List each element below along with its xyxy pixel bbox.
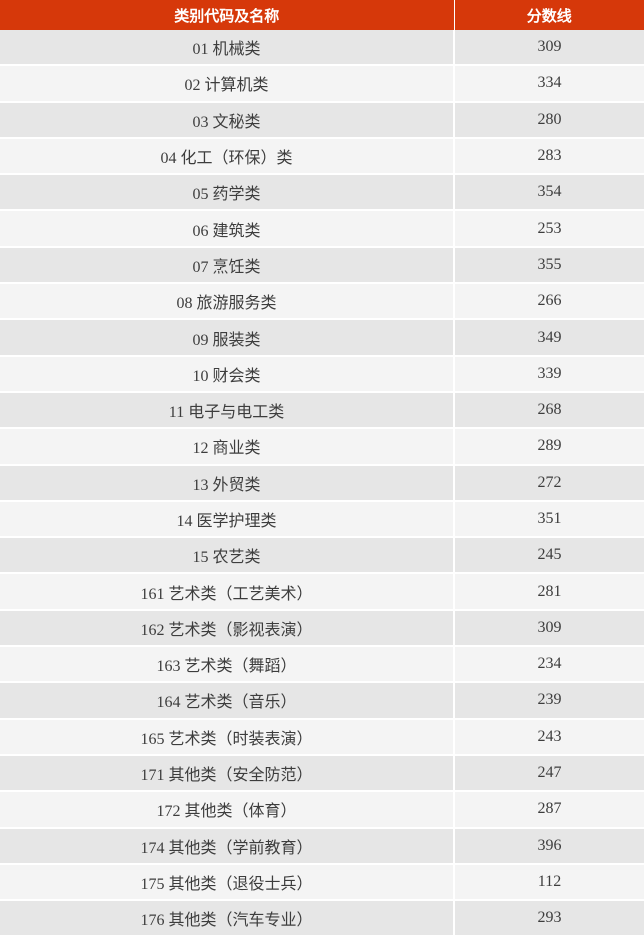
header-row: 类别代码及名称 分数线 xyxy=(0,0,644,30)
table-row: 175 其他类（退役士兵） 112 xyxy=(0,863,644,902)
score-cell: 334 xyxy=(454,65,644,103)
category-cell: 02 计算机类 xyxy=(0,65,455,103)
table-row: 07 烹饪类 355 xyxy=(0,246,644,285)
category-cell: 10 财会类 xyxy=(0,355,455,393)
score-cell: 309 xyxy=(454,30,644,67)
table-row: 01 机械类 309 xyxy=(0,30,644,67)
category-cell: 163 艺术类（舞蹈） xyxy=(0,646,455,684)
category-cell: 03 文秘类 xyxy=(0,101,455,139)
category-cell: 06 建筑类 xyxy=(0,210,455,248)
score-cell: 351 xyxy=(454,500,644,539)
score-cell: 293 xyxy=(454,900,644,938)
score-cell: 289 xyxy=(454,428,644,466)
table-row: 162 艺术类（影视表演） 309 xyxy=(0,609,644,648)
header-score: 分数线 xyxy=(454,0,644,30)
table-row: 161 艺术类（工艺美术） 281 xyxy=(0,573,644,611)
table-row: 174 其他类（学前教育） 396 xyxy=(0,827,644,865)
table-row: 11 电子与电工类 268 xyxy=(0,391,644,430)
table-row: 03 文秘类 280 xyxy=(0,101,644,139)
table-row: 10 财会类 339 xyxy=(0,355,644,393)
score-cell: 355 xyxy=(454,246,644,285)
table-row: 172 其他类（体育） 287 xyxy=(0,791,644,829)
score-cell: 239 xyxy=(454,682,644,720)
category-cell: 05 药学类 xyxy=(0,174,455,212)
category-cell: 175 其他类（退役士兵） xyxy=(0,863,455,902)
score-cell: 272 xyxy=(454,464,644,502)
category-cell: 161 艺术类（工艺美术） xyxy=(0,573,455,611)
score-cell: 243 xyxy=(454,718,644,756)
score-cell: 283 xyxy=(454,137,644,176)
category-cell: 07 烹饪类 xyxy=(0,246,455,285)
table-row: 13 外贸类 272 xyxy=(0,464,644,502)
table-row: 05 药学类 354 xyxy=(0,174,644,212)
category-cell: 171 其他类（安全防范） xyxy=(0,754,455,793)
table-row: 08 旅游服务类 266 xyxy=(0,283,644,321)
score-cell: 309 xyxy=(454,609,644,648)
table-row: 165 艺术类（时装表演） 243 xyxy=(0,718,644,756)
category-cell: 15 农艺类 xyxy=(0,537,455,575)
score-cell: 234 xyxy=(454,646,644,684)
score-cell: 247 xyxy=(454,754,644,793)
category-cell: 13 外贸类 xyxy=(0,464,455,502)
header-category: 类别代码及名称 xyxy=(0,0,455,30)
category-cell: 01 机械类 xyxy=(0,30,455,67)
score-cell: 281 xyxy=(454,573,644,611)
table-row: 163 艺术类（舞蹈） 234 xyxy=(0,646,644,684)
table-row: 12 商业类 289 xyxy=(0,428,644,466)
category-cell: 09 服装类 xyxy=(0,319,455,357)
category-cell: 174 其他类（学前教育） xyxy=(0,827,455,865)
score-cell: 112 xyxy=(454,863,644,902)
score-cell: 266 xyxy=(454,283,644,321)
score-cell: 339 xyxy=(454,355,644,393)
category-cell: 11 电子与电工类 xyxy=(0,391,455,430)
table-row: 171 其他类（安全防范） 247 xyxy=(0,754,644,793)
table-row: 04 化工（环保）类 283 xyxy=(0,137,644,176)
score-cell: 253 xyxy=(454,210,644,248)
table-row: 176 其他类（汽车专业） 293 xyxy=(0,900,644,938)
category-cell: 164 艺术类（音乐） xyxy=(0,682,455,720)
table-row: 14 医学护理类 351 xyxy=(0,500,644,539)
category-cell: 04 化工（环保）类 xyxy=(0,137,455,176)
category-cell: 176 其他类（汽车专业） xyxy=(0,900,455,938)
score-cell: 268 xyxy=(454,391,644,430)
score-cell: 287 xyxy=(454,791,644,829)
score-cell: 245 xyxy=(454,537,644,575)
category-cell: 162 艺术类（影视表演） xyxy=(0,609,455,648)
table-row: 06 建筑类 253 xyxy=(0,210,644,248)
score-cell: 396 xyxy=(454,827,644,865)
category-cell: 12 商业类 xyxy=(0,428,455,466)
score-cell: 349 xyxy=(454,319,644,357)
table-row: 15 农艺类 245 xyxy=(0,537,644,575)
score-cell: 280 xyxy=(454,101,644,139)
category-cell: 172 其他类（体育） xyxy=(0,791,455,829)
category-cell: 165 艺术类（时装表演） xyxy=(0,718,455,756)
table-row: 164 艺术类（音乐） 239 xyxy=(0,682,644,720)
category-cell: 14 医学护理类 xyxy=(0,500,455,539)
score-cell: 354 xyxy=(454,174,644,212)
category-cell: 08 旅游服务类 xyxy=(0,283,455,321)
table-row: 02 计算机类 334 xyxy=(0,65,644,103)
table-row: 09 服装类 349 xyxy=(0,319,644,357)
